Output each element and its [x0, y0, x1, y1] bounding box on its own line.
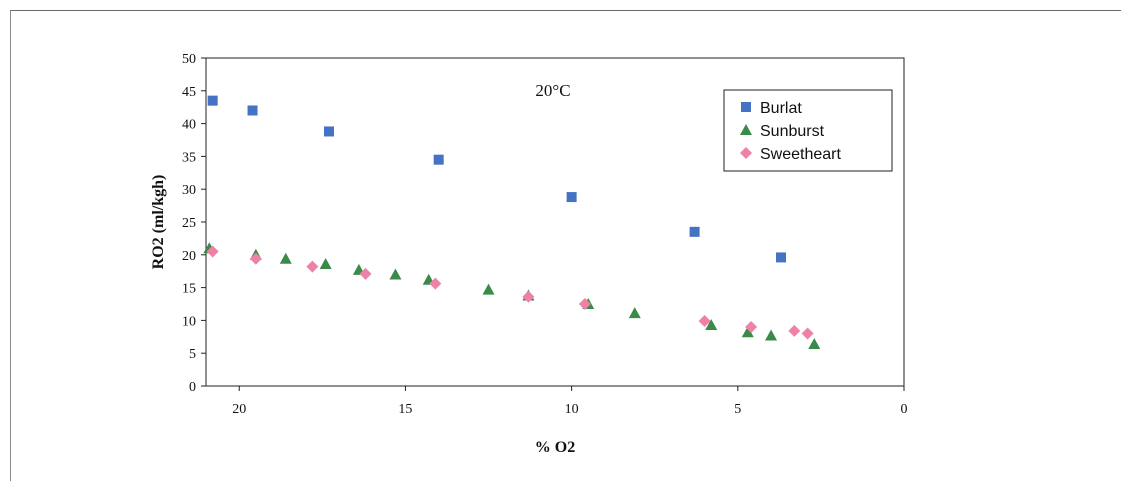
- x-axis-label: % O2: [535, 439, 575, 456]
- sweetheart-point: [698, 315, 711, 328]
- sunburst-point: [765, 329, 778, 341]
- y-tick-label: 50: [182, 52, 196, 67]
- legend-label-sunburst: Sunburst: [760, 123, 825, 140]
- x-tick-label: 5: [734, 402, 741, 417]
- burlat-point: [207, 95, 218, 106]
- y-axis-label: RO2 (ml/kgh): [150, 175, 167, 270]
- y-tick-label: 35: [182, 150, 196, 165]
- sweetheart-point: [429, 277, 442, 290]
- figure-frame: [10, 10, 1121, 481]
- burlat-point: [566, 192, 577, 203]
- y-tick-label: 0: [189, 380, 196, 395]
- sweetheart-point: [249, 252, 262, 265]
- x-tick-label: 15: [398, 402, 412, 417]
- y-tick-label: 5: [189, 347, 196, 362]
- sweetheart-point: [306, 260, 319, 273]
- sweetheart-point: [206, 245, 219, 258]
- burlat-point: [247, 105, 258, 116]
- legend-label-sweetheart: Sweetheart: [760, 146, 841, 163]
- y-tick-label: 10: [182, 314, 196, 329]
- y-tick-label: 30: [182, 183, 196, 198]
- sunburst-point: [705, 318, 718, 330]
- temperature-annotation: 20°C: [535, 81, 570, 100]
- sweetheart-point: [801, 327, 814, 340]
- y-tick-label: 15: [182, 282, 196, 297]
- sunburst-point: [389, 268, 402, 280]
- series-sweetheart: [206, 245, 814, 340]
- x-tick-label: 20: [232, 402, 246, 417]
- legend-label-burlat: Burlat: [760, 100, 802, 117]
- x-tick-label: 0: [901, 402, 908, 417]
- sunburst-point: [808, 338, 821, 350]
- y-tick-label: 20: [182, 249, 196, 264]
- y-axis: 0 5 10 15 20 25 30 35 40 45 50: [182, 52, 206, 395]
- burlat-point: [689, 226, 700, 237]
- sweetheart-point: [359, 267, 372, 280]
- burlat-point: [433, 154, 444, 165]
- sweetheart-point: [745, 320, 758, 333]
- legend: Burlat Sunburst Sweetheart: [723, 89, 893, 172]
- sunburst-point: [482, 283, 495, 295]
- legend-marker-sunburst: [740, 124, 752, 135]
- x-tick-label: 10: [565, 402, 579, 417]
- sunburst-point: [741, 326, 754, 338]
- data-points: [203, 95, 821, 350]
- legend-marker-burlat: [741, 102, 751, 112]
- legend-marker-sweetheart: [740, 147, 752, 159]
- sunburst-point: [628, 307, 641, 319]
- y-tick-label: 40: [182, 118, 196, 133]
- sweetheart-point: [788, 324, 801, 337]
- sunburst-point: [279, 252, 292, 264]
- legend-box: [723, 89, 893, 172]
- y-tick-label: 45: [182, 85, 196, 100]
- series-burlat: [207, 95, 787, 263]
- x-axis: 20 15 10 5 0: [232, 386, 908, 417]
- burlat-point: [323, 126, 334, 137]
- y-tick-label: 25: [182, 216, 196, 231]
- sunburst-point: [319, 257, 332, 269]
- burlat-point: [776, 252, 787, 263]
- sweetheart-point: [578, 298, 591, 310]
- sweetheart-point: [522, 290, 535, 303]
- series-sunburst: [203, 242, 821, 350]
